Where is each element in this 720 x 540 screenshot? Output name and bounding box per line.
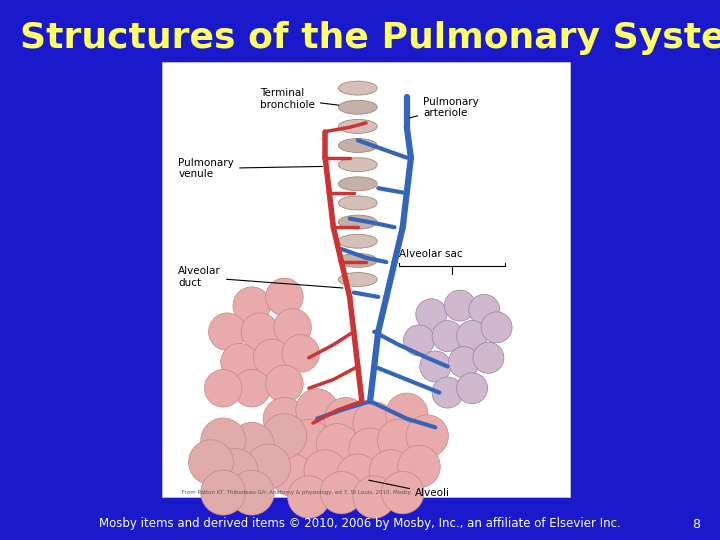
Circle shape [369,450,412,492]
Ellipse shape [338,215,377,229]
Circle shape [403,325,435,356]
Text: Mosby items and derived items © 2010, 2006 by Mosby, Inc., an affiliate of Elsev: Mosby items and derived items © 2010, 20… [99,517,621,530]
Text: Structures of the Pulmonary System: Structures of the Pulmonary System [20,21,720,55]
Circle shape [266,278,303,316]
Ellipse shape [338,253,377,267]
Circle shape [213,448,258,494]
Circle shape [264,397,305,440]
Circle shape [266,365,303,403]
Ellipse shape [338,234,377,248]
Circle shape [316,423,359,466]
Circle shape [432,377,463,408]
Circle shape [337,454,379,496]
Circle shape [233,287,271,325]
Text: Pulmonary
arteriole: Pulmonary arteriole [410,97,479,118]
Circle shape [432,321,463,352]
Ellipse shape [338,81,377,95]
Circle shape [201,470,246,515]
Circle shape [229,422,274,467]
Circle shape [253,339,291,376]
Circle shape [398,446,440,488]
Ellipse shape [338,100,377,114]
Circle shape [241,313,279,350]
Circle shape [288,419,330,462]
Circle shape [349,428,391,470]
Ellipse shape [338,177,377,191]
Circle shape [406,415,449,457]
Circle shape [255,428,297,470]
Text: Pulmonary
venule: Pulmonary venule [179,158,323,179]
Circle shape [449,347,480,377]
Circle shape [420,351,451,382]
Circle shape [304,450,346,492]
Text: From Patton KT, Thibodeau GA: Anatomy & physiology, ed 7, St Louis, 2010, Mosby.: From Patton KT, Thibodeau GA: Anatomy & … [182,490,412,495]
Circle shape [456,373,487,404]
Text: Alveolar
duct: Alveolar duct [179,266,343,288]
Circle shape [209,313,246,350]
Circle shape [288,476,330,518]
Circle shape [325,397,366,440]
Circle shape [296,389,338,431]
Ellipse shape [338,273,377,286]
Circle shape [353,476,395,518]
Circle shape [444,290,475,321]
Circle shape [382,471,424,514]
Circle shape [320,471,363,514]
Circle shape [456,321,487,352]
FancyBboxPatch shape [162,62,570,497]
Circle shape [201,418,246,463]
Circle shape [271,454,314,496]
Circle shape [274,308,311,346]
Circle shape [481,312,512,343]
Circle shape [353,402,395,444]
Circle shape [229,470,274,515]
Ellipse shape [338,139,377,152]
Circle shape [221,343,258,381]
Text: Alveoli: Alveoli [369,480,450,498]
Circle shape [282,335,320,372]
Circle shape [262,414,307,458]
Ellipse shape [338,196,377,210]
Text: Alveolar sac: Alveolar sac [399,249,462,259]
Circle shape [377,419,420,462]
Circle shape [469,294,500,326]
Text: Terminal
bronchiole: Terminal bronchiole [260,88,339,110]
Text: 8: 8 [692,517,700,530]
Circle shape [189,440,233,484]
Circle shape [246,444,290,489]
Circle shape [386,393,428,436]
Circle shape [473,342,504,373]
Ellipse shape [338,158,377,172]
Circle shape [204,369,242,407]
Ellipse shape [338,119,377,133]
Circle shape [233,369,271,407]
Circle shape [415,299,447,330]
